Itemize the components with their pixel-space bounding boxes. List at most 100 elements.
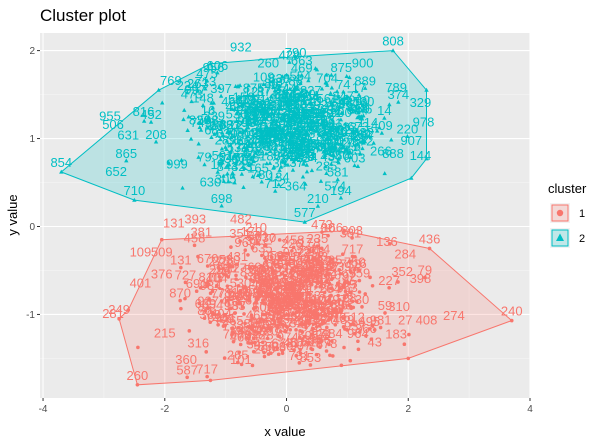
cluster-1-point-label: 410 <box>239 284 261 299</box>
cluster-1-point-label: 218 <box>244 328 266 343</box>
cluster-1-point <box>276 296 281 301</box>
cluster-2-label: 955 <box>99 108 121 123</box>
cluster-1-point-label: 467 <box>283 335 305 350</box>
cluster-1-point <box>343 289 348 294</box>
cluster-1-point-label: 280 <box>281 255 303 270</box>
cluster-1-point-label: 277 <box>263 309 285 324</box>
cluster-2-point-label: 530 <box>353 94 375 109</box>
cluster-2-point <box>251 93 256 98</box>
cluster-2-point <box>285 114 291 119</box>
cluster-1-point-label: 528 <box>267 289 289 304</box>
cluster-1-point <box>303 323 308 327</box>
cluster-2-point <box>329 117 335 122</box>
cluster-1-point-label: 484 <box>256 272 278 287</box>
cluster-1-point-label: 907 <box>290 338 312 353</box>
cluster-2-point-label: 487 <box>284 109 306 124</box>
cluster-1-point <box>217 275 222 279</box>
cluster-1-point <box>278 265 282 269</box>
cluster-1-point <box>319 246 324 251</box>
cluster-2-point <box>344 73 349 78</box>
cluster-1-point <box>243 248 248 253</box>
cluster-1-point-label: 353 <box>336 280 358 295</box>
cluster-2-point <box>311 151 317 156</box>
cluster-1-point <box>179 265 183 270</box>
cluster-2-point <box>259 179 264 184</box>
cluster-2-label: 266 <box>370 144 392 159</box>
cluster-1-point-label: 215 <box>278 249 300 264</box>
cluster-2-point <box>297 142 303 147</box>
cluster-2-point <box>243 147 248 152</box>
cluster-1-point <box>216 265 221 270</box>
cluster-2-point-label: 702 <box>272 131 294 146</box>
cluster-2-point-label: 619 <box>243 147 265 162</box>
cluster-1-point-label: 582 <box>275 273 297 288</box>
cluster-2-point <box>356 110 361 115</box>
cluster-2-point <box>208 153 213 158</box>
cluster-2-point <box>336 156 341 161</box>
cluster-1-point-label: 503 <box>295 267 317 282</box>
cluster-1-point <box>294 353 299 358</box>
cluster-1-point <box>262 350 266 355</box>
cluster-1-point-label: 396 <box>298 306 320 321</box>
cluster-2-point <box>284 72 289 77</box>
cluster-1-point-label: 265 <box>227 347 249 362</box>
cluster-2-point-label: 463 <box>340 142 362 157</box>
cluster-1-point <box>222 312 227 317</box>
cluster-1-point <box>311 257 316 261</box>
cluster-1-point-label: 24 <box>297 271 311 286</box>
cluster-1-point <box>252 340 257 345</box>
cluster-2-point-label: 559 <box>312 119 334 134</box>
cluster-2-point <box>343 132 349 137</box>
cluster-1-point <box>257 295 261 299</box>
cluster-1-point-label: 239 <box>330 259 352 274</box>
cluster-2-point <box>272 136 277 141</box>
cluster-2-point <box>261 82 266 87</box>
cluster-1-point-label: 530 <box>219 252 241 267</box>
cluster-2-point-label: 803 <box>316 139 338 154</box>
cluster-2-point <box>272 151 277 156</box>
cluster-1-point <box>244 275 248 280</box>
cluster-1-point-label: 978 <box>301 319 323 334</box>
cluster-1-point <box>357 278 362 283</box>
cluster-2-point-label: 727 <box>229 117 251 132</box>
cluster-1-point-label: 673 <box>317 254 339 269</box>
cluster-2-point-label: 30 <box>272 155 286 170</box>
cluster-1-point-label: 889 <box>294 310 316 325</box>
cluster-2-point <box>218 126 223 131</box>
cluster-1-point <box>263 242 268 247</box>
cluster-2-point-label: 624 <box>244 108 266 123</box>
cluster-1-hull-point <box>208 378 213 383</box>
cluster-1-point <box>333 322 338 327</box>
cluster-1-point-label: 743 <box>295 307 317 322</box>
cluster-1-point-label: 404 <box>210 306 232 321</box>
cluster-2-point-label: 561 <box>317 91 339 106</box>
cluster-1-point <box>315 244 320 248</box>
cluster-2-point <box>347 75 352 80</box>
cluster-1-point <box>259 327 263 332</box>
cluster-1-point-label: 727 <box>175 267 197 282</box>
cluster-2-point-label: 657 <box>289 120 311 135</box>
cluster-1-point <box>231 339 236 344</box>
cluster-1-point <box>326 309 331 314</box>
cluster-1-point-label: 795 <box>321 253 343 268</box>
cluster-2-hull-point <box>132 197 137 202</box>
cluster-1-point-label: 520 <box>316 312 338 327</box>
cluster-1-point-label: 818 <box>226 282 248 297</box>
cluster-1-label: 183 <box>385 326 407 341</box>
cluster-1-point-label: 803 <box>341 223 363 238</box>
cluster-1-point <box>330 339 334 343</box>
cluster-1-point <box>357 290 362 294</box>
cluster-2-point <box>263 135 269 140</box>
cluster-2-point-label: 875 <box>243 81 265 96</box>
cluster-1-point <box>261 298 265 303</box>
cluster-2-point-label: 257 <box>353 128 375 143</box>
cluster-2-point <box>258 129 263 134</box>
cluster-2-point <box>371 140 376 145</box>
cluster-1-point <box>304 280 309 284</box>
cluster-2-point <box>198 120 203 125</box>
cluster-2-point <box>338 195 344 200</box>
cluster-1-point-label: 881 <box>265 294 287 309</box>
cluster-2-point-label: 473 <box>181 87 203 102</box>
x-tick-label: 4 <box>527 404 533 415</box>
